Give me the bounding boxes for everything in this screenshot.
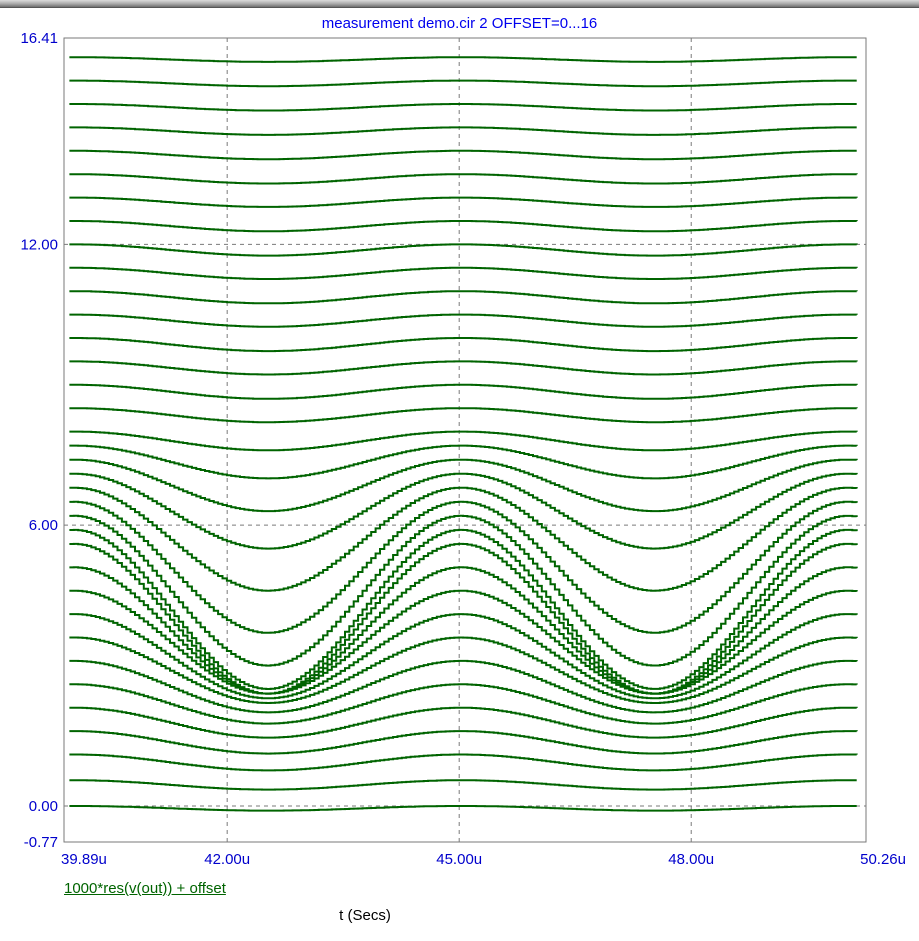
series-line-31 <box>69 706 858 739</box>
plot-frame <box>63 37 867 843</box>
series-line-32 <box>69 730 858 755</box>
x-axis-label: t (Secs) <box>339 907 391 924</box>
series-line-4 <box>69 149 857 161</box>
grid-layer <box>64 38 866 842</box>
series-line-25 <box>69 566 858 695</box>
window-top-border <box>0 0 919 8</box>
series-line-18 <box>69 458 858 513</box>
series-line-24 <box>69 542 858 695</box>
legend-entry[interactable]: 1000*res(v(out)) + offset <box>64 880 226 897</box>
x-tick-label-4: 50.26u <box>860 851 906 868</box>
y-tick-label-2: 6.00 <box>29 517 58 534</box>
series-line-14 <box>69 383 858 400</box>
x-tick-label-2: 45.00u <box>436 851 482 868</box>
series-line-17 <box>69 444 858 480</box>
series-line-20 <box>69 486 858 592</box>
series-line-22 <box>69 514 858 667</box>
series-line-9 <box>69 266 858 280</box>
series-line-16 <box>69 430 858 452</box>
x-tick-label-3: 48.00u <box>668 851 714 868</box>
series-line-1 <box>69 79 857 88</box>
series-line-35 <box>69 805 857 812</box>
series-line-21 <box>69 500 858 634</box>
series-line-2 <box>69 103 857 112</box>
series-line-34 <box>69 779 857 791</box>
x-tick-labels: 39.89u 42.00u 45.00u 48.00u 50.26u <box>61 851 906 868</box>
series-line-8 <box>69 243 858 257</box>
series-line-29 <box>69 659 858 714</box>
series-line-23 <box>69 528 858 690</box>
x-tick-label-0: 39.89u <box>61 851 107 868</box>
series-line-27 <box>69 613 858 700</box>
y-tick-label-4: -0.77 <box>24 834 58 851</box>
series-line-15 <box>69 407 858 424</box>
series-line-6 <box>69 196 858 208</box>
series-line-10 <box>69 290 858 305</box>
y-tick-label-1: 12.00 <box>20 236 58 253</box>
series-line-28 <box>69 636 858 704</box>
series-line-11 <box>69 313 858 328</box>
y-tick-label-0: 16.41 <box>20 30 58 47</box>
series-line-30 <box>69 683 858 725</box>
x-tick-label-1: 42.00u <box>204 851 250 868</box>
y-tick-label-3: 0.00 <box>29 798 58 815</box>
series-line-33 <box>69 753 858 772</box>
series-line-19 <box>69 472 858 550</box>
series-line-0 <box>69 56 857 63</box>
series-line-26 <box>69 589 858 695</box>
series-line-13 <box>69 360 858 376</box>
series-layer <box>69 56 858 812</box>
series-line-7 <box>69 220 858 233</box>
series-line-5 <box>69 173 858 185</box>
series-line-12 <box>69 337 858 353</box>
chart-title: measurement demo.cir 2 OFFSET=0...16 <box>321 15 598 32</box>
y-tick-labels: 16.41 12.00 6.00 0.00 -0.77 <box>20 30 58 851</box>
series-line-3 <box>69 126 857 136</box>
